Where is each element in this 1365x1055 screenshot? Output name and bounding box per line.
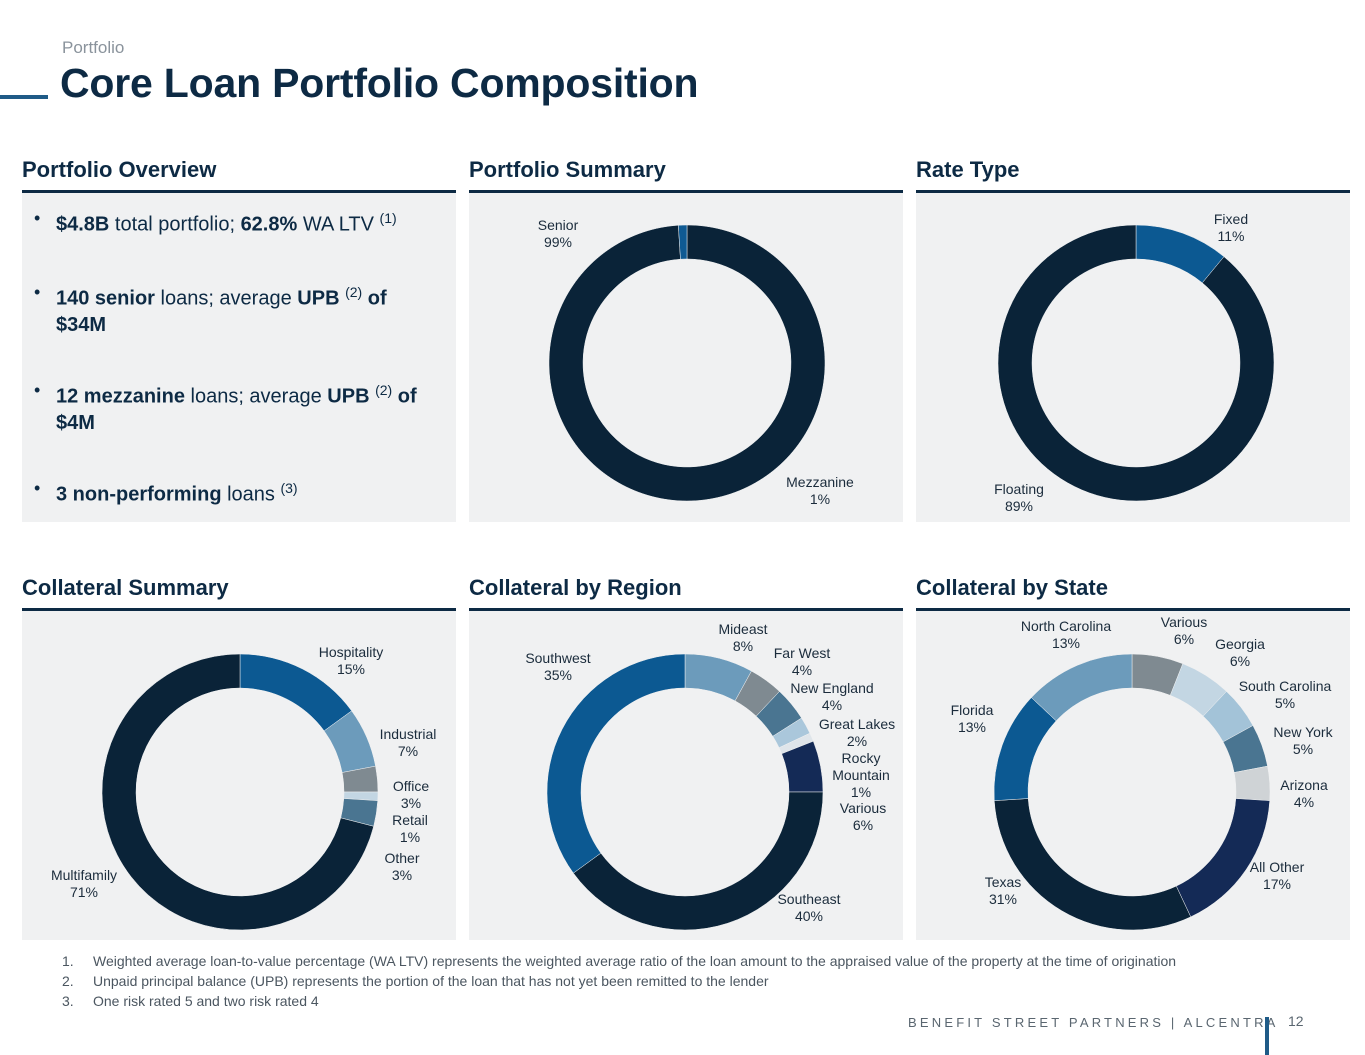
slice-label-southwest: Southwest 35% xyxy=(525,650,590,683)
slice-label-fixed: Fixed 11% xyxy=(1214,211,1248,244)
slice-label-mezzanine: Mezzanine 1% xyxy=(786,474,854,507)
slice-label-industrial: Industrial 7% xyxy=(380,726,437,759)
slice-mezzanine xyxy=(678,224,688,260)
slice-label-far-west: Far West 4% xyxy=(774,645,831,678)
slice-label-rocky-mountain: Rocky Mountain 1% xyxy=(832,750,890,800)
slice-texas xyxy=(994,798,1192,931)
footnote: 2. Unpaid principal balance (UPB) represe… xyxy=(62,973,769,989)
donut-chart-state: Various 6% Georgia 6% South Carolina 5% New Yo… xyxy=(951,614,1334,931)
panel-title-summary: Portfolio Summary xyxy=(469,157,903,193)
panel-collateral: Hospitality 15% Industrial 7% Office 3% Retail… xyxy=(22,611,456,940)
bullet-non-performing: 3 non-performing loans (3) xyxy=(34,475,440,508)
slice-label-various: Various 6% xyxy=(1161,614,1207,647)
slice-label-florida: Florida 13% xyxy=(951,702,994,735)
slice-florida xyxy=(993,697,1057,801)
slice-label-floating: Floating 89% xyxy=(994,481,1044,514)
slice-southwest xyxy=(546,653,686,874)
panel-title-state: Collateral by State xyxy=(916,575,1350,611)
overview-bullet-list: $4.8B total portfolio; 62.8% WA LTV (1) … xyxy=(22,193,456,508)
page-number: 12 xyxy=(1288,1013,1304,1029)
bullet-senior-loans: 140 senior loans; average UPB (2) of $34… xyxy=(34,279,440,377)
slice-label-great-lakes: Great Lakes 2% xyxy=(819,716,895,749)
slice-label-retail: Retail 1% xyxy=(392,812,428,845)
slice-label-north-carolina: North Carolina 13% xyxy=(1021,618,1111,651)
slice-label-arizona: Arizona 4% xyxy=(1280,777,1328,810)
panel-summary: Senior 99% Mezzanine 1% xyxy=(469,193,903,522)
bullet-total-portfolio: $4.8B total portfolio; 62.8% WA LTV (1) xyxy=(34,205,440,279)
panel-state: Various 6% Georgia 6% South Carolina 5% New Yo… xyxy=(916,611,1350,940)
slice-label-various: Various 6% xyxy=(840,800,886,833)
slice-arizona xyxy=(1233,765,1271,801)
panel-title-rate: Rate Type xyxy=(916,157,1350,193)
panel-region: Mideast 8% Far West 4% New England 4% Great La… xyxy=(469,611,903,940)
slice-north-carolina xyxy=(1031,653,1133,722)
slice-label-new-england: New England 4% xyxy=(790,680,873,713)
slice-hospitality xyxy=(239,653,352,732)
donut-chart-rate-type: Fixed 11% Floating 89% xyxy=(994,211,1275,514)
footnote: 3. One risk rated 5 and two risk rated 4 xyxy=(62,993,319,1009)
panel-rate: Fixed 11% Floating 89% xyxy=(916,193,1350,522)
title-accent-line xyxy=(0,95,48,99)
footnote: 1. Weighted average loan-to-value percent… xyxy=(62,953,1177,969)
slice-southeast xyxy=(573,791,824,931)
slice-label-all-other: All Other 17% xyxy=(1250,859,1305,892)
panel-title-overview: Portfolio Overview xyxy=(22,157,456,193)
panel-title-region: Collateral by Region xyxy=(469,575,903,611)
brand-accent-bar xyxy=(1265,1017,1269,1055)
slice-label-south-carolina: South Carolina 5% xyxy=(1239,678,1332,711)
slice-label-hospitality: Hospitality 15% xyxy=(319,644,384,677)
page-title: Core Loan Portfolio Composition xyxy=(60,60,699,106)
slice-label-multifamily: Multifamily 71% xyxy=(51,867,117,900)
brand-wordmark: BENEFIT STREET PARTNERS | ALCENTRA xyxy=(908,1015,1279,1030)
donut-chart-region: Mideast 8% Far West 4%New England 4%Great La… xyxy=(525,621,895,931)
slice-label-mideast: Mideast 8% xyxy=(718,621,767,654)
slice-label-texas: Texas 31% xyxy=(985,874,1022,907)
donut-chart-collateral-summary: Hospitality 15% Industrial 7% Office 3%Retail… xyxy=(51,644,437,931)
slice-senior xyxy=(548,224,826,502)
slice-floating xyxy=(997,224,1275,502)
slice-label-other: Other 3% xyxy=(384,850,419,883)
bullet-mezzanine-loans: 12 mezzanine loans; average UPB (2) of $… xyxy=(34,377,440,475)
slice-label-southeast: Southeast 40% xyxy=(777,891,840,924)
slice-all-other xyxy=(1175,798,1270,918)
panel-overview: $4.8B total portfolio; 62.8% WA LTV (1) … xyxy=(22,193,456,522)
slice-label-office: Office 3% xyxy=(393,778,430,811)
slice-label-new-york: New York 5% xyxy=(1273,724,1333,757)
footnotes: 1. Weighted average loan-to-value percent… xyxy=(62,953,1176,1013)
page-eyebrow: Portfolio xyxy=(62,38,125,57)
slice-label-georgia: Georgia 6% xyxy=(1215,636,1265,669)
slice-multifamily xyxy=(101,653,374,931)
slice-label-senior: Senior 99% xyxy=(538,217,579,250)
donut-chart-portfolio-summary: Senior 99% Mezzanine 1% xyxy=(538,217,854,507)
panel-title-collateral: Collateral Summary xyxy=(22,575,456,611)
